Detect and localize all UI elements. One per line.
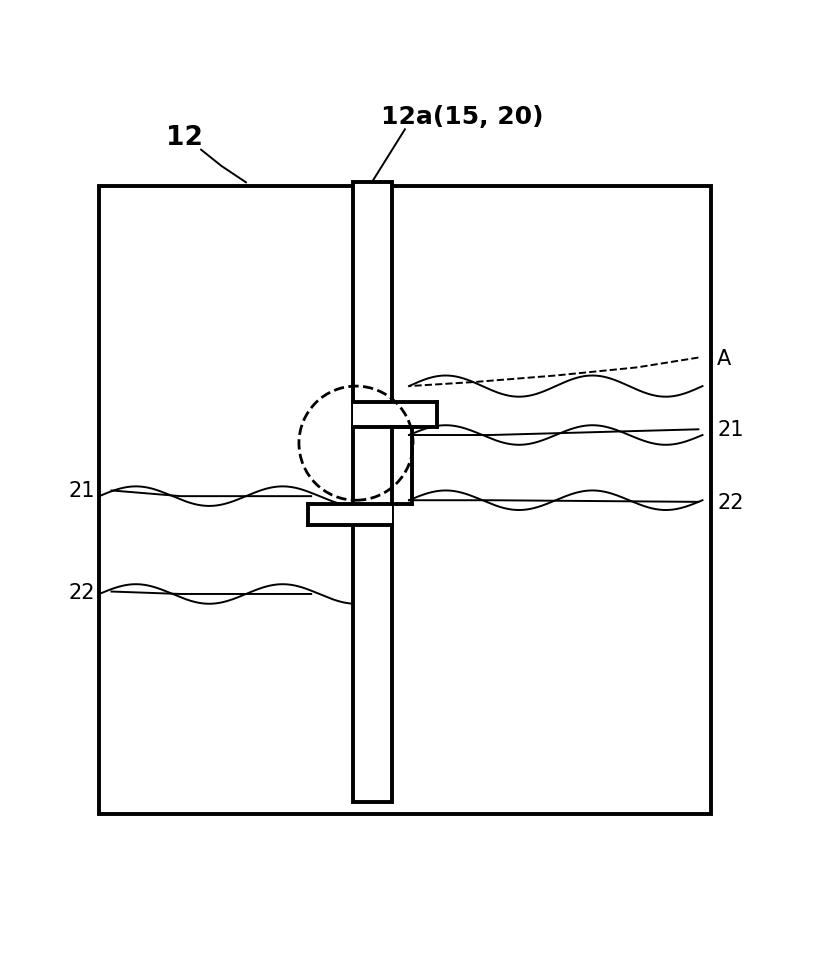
Bar xyxy=(353,183,392,802)
Text: A: A xyxy=(717,348,731,368)
Text: 12: 12 xyxy=(166,125,203,151)
Text: 22: 22 xyxy=(717,492,744,512)
Text: 21: 21 xyxy=(717,420,744,440)
Bar xyxy=(353,403,437,427)
Text: 22: 22 xyxy=(69,582,95,602)
Bar xyxy=(99,188,711,814)
Bar xyxy=(308,505,392,526)
Text: 21: 21 xyxy=(69,481,95,501)
Text: 12a(15, 20): 12a(15, 20) xyxy=(380,106,543,129)
